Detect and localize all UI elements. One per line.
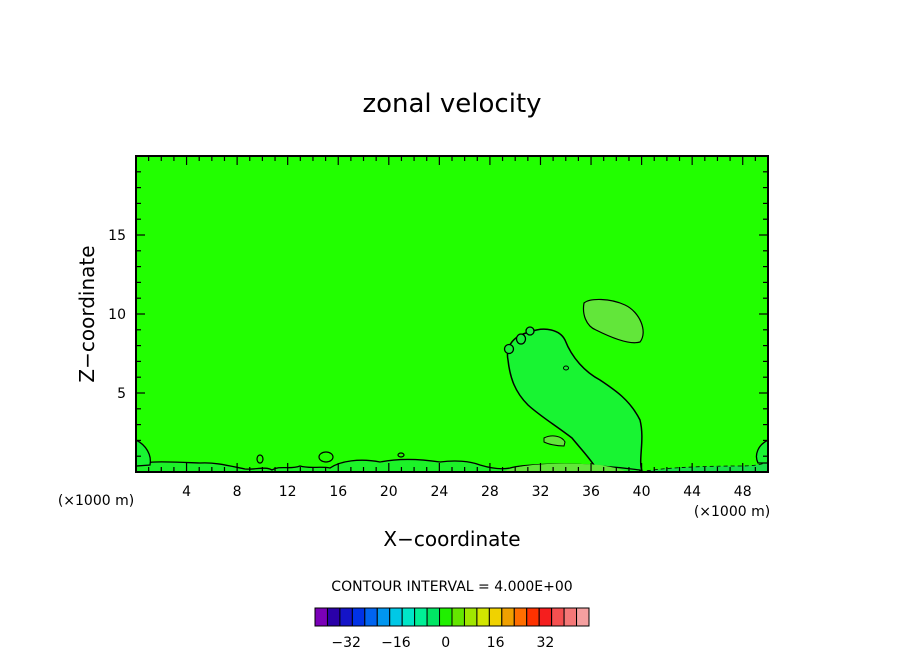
contour-blob-1 <box>256 454 264 464</box>
colorbar-swatch <box>314 607 328 627</box>
colorbar-swatch <box>551 607 565 627</box>
colorbar-swatch <box>526 607 540 627</box>
x-axis-ticks: 4 8 12 16 20 24 28 32 36 40 44 48 <box>148 156 756 500</box>
colorbar-swatch <box>376 607 391 627</box>
x-units-left: (×1000 m) <box>58 493 134 509</box>
x-tick-label: 12 <box>279 484 297 500</box>
contour-bump-3 <box>525 326 535 336</box>
colorbar-swatch <box>563 607 578 627</box>
x-tick-label: 4 <box>182 484 191 500</box>
contour-left-edge <box>135 438 152 467</box>
x-tick-label: 28 <box>481 484 499 500</box>
contour-blob-3 <box>397 452 405 458</box>
x-tick-label: 24 <box>430 484 448 500</box>
colorbar-swatch <box>426 607 441 627</box>
y-axis-ticks: 5 10 15 <box>108 171 768 457</box>
colorbar-swatch <box>501 607 515 627</box>
contour-blob-2 <box>318 451 334 463</box>
contour-region-upper <box>582 298 644 344</box>
colorbar-swatch <box>326 607 341 627</box>
colorbar-swatch <box>401 607 416 627</box>
colorbar-swatch <box>414 607 428 627</box>
contour-bump-1 <box>503 343 515 355</box>
colorbar-swatch <box>463 607 478 627</box>
colorbar-swatch <box>389 607 403 627</box>
colorbar-swatch <box>476 607 490 627</box>
colorbar-tick-label: −32 <box>331 635 361 651</box>
contour-region-small <box>543 435 566 447</box>
x-tick-label: 16 <box>329 484 347 500</box>
y-tick-label: 10 <box>108 307 126 323</box>
colorbar-swatch <box>351 607 366 627</box>
x-tick-label: 48 <box>734 484 752 500</box>
contour-bump-2 <box>515 333 527 345</box>
x-axis-label: X−coordinate <box>383 527 520 551</box>
colorbar-swatch <box>451 607 465 627</box>
contour-right-edge <box>755 438 769 464</box>
chart-title: zonal velocity <box>362 89 541 119</box>
contour-bottom-tint <box>505 463 625 471</box>
field-background <box>136 156 768 472</box>
y-tick-label: 5 <box>117 386 126 402</box>
contour-bottom-right <box>639 461 769 473</box>
colorbar-swatch <box>513 607 528 627</box>
y-axis-label: Z−coordinate <box>75 245 99 382</box>
colorbar-tick-label: 32 <box>536 635 554 651</box>
colorbar-swatch <box>488 607 503 627</box>
x-tick-label: 20 <box>380 484 398 500</box>
colorbar-swatch <box>538 607 553 627</box>
contour-interval-label: CONTOUR INTERVAL = 4.000E+00 <box>331 579 572 595</box>
colorbar-swatch <box>339 607 353 627</box>
x-tick-label: 8 <box>233 484 242 500</box>
x-tick-label: 40 <box>633 484 651 500</box>
plot-area <box>135 155 769 473</box>
colorbar-swatch <box>439 607 453 627</box>
colorbar: −32 −16 0 16 32 <box>314 607 590 651</box>
contour-region-main <box>506 328 644 472</box>
y-tick-label: 15 <box>108 228 126 244</box>
colorbar-swatch <box>576 607 590 627</box>
x-tick-label: 32 <box>532 484 550 500</box>
colorbar-tick-label: 16 <box>487 635 505 651</box>
x-units-right: (×1000 m) <box>694 504 770 520</box>
contour-dot <box>563 365 569 371</box>
colorbar-tick-label: −16 <box>381 635 411 651</box>
x-tick-label: 44 <box>683 484 701 500</box>
colorbar-swatch <box>364 607 378 627</box>
x-tick-label: 36 <box>582 484 600 500</box>
colorbar-tick-label: 0 <box>441 635 450 651</box>
